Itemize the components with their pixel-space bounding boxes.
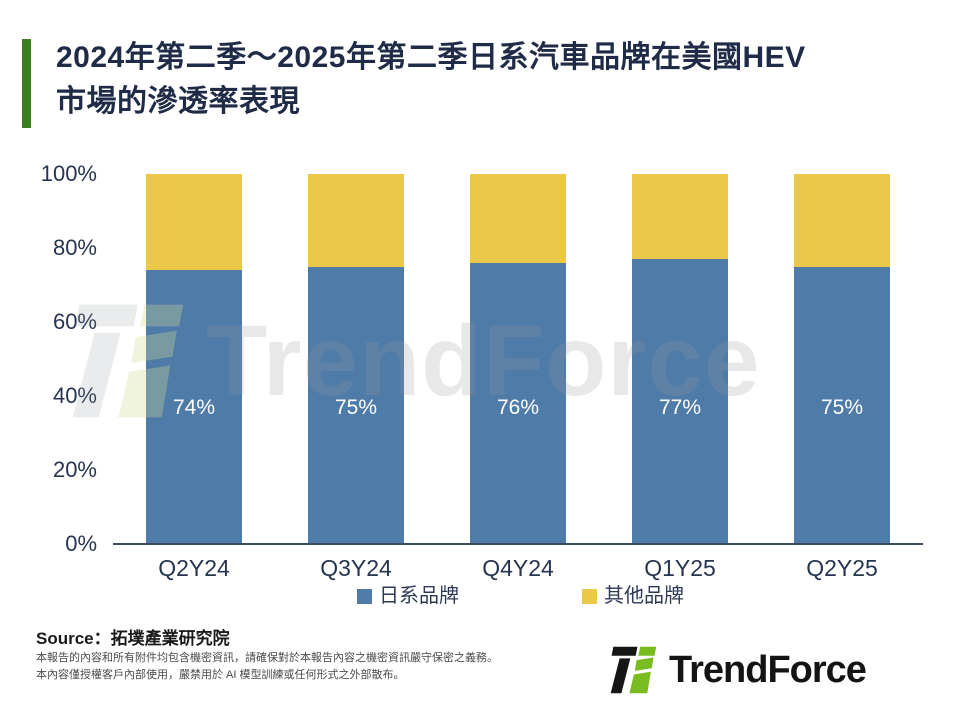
bar-q2y25: 75% — [794, 174, 890, 544]
bar-q1y25: 77% — [632, 174, 728, 544]
disclaimer-line1: 本報告的內容和所有附件均包含機密資訊，請確保對於本報告內容之機密資訊嚴守保密之義… — [36, 652, 498, 664]
legend-label: 其他品牌 — [604, 585, 684, 607]
trendforce-logo: TrendForce — [606, 644, 867, 696]
x-axis-line — [113, 543, 923, 545]
segment-japanese-brands — [146, 270, 242, 544]
segment-other-brands — [632, 174, 728, 260]
bar-value-label: 75% — [820, 396, 864, 419]
y-tick-label: 80% — [52, 235, 97, 260]
page-title: 2024年第二季～2025年第二季日系汽車品牌在美國HEV 市場的滲透率表現 — [56, 36, 936, 124]
source-line: Source：拓墣產業研究院 — [36, 629, 230, 648]
disclaimer-line2: 本內容僅授權客戶內部使用，嚴禁用於 AI 模型訓練或任何形式之外部散布。 — [36, 669, 405, 681]
y-tick-label: 20% — [52, 457, 97, 482]
segment-other-brands — [470, 174, 566, 263]
legend-swatch — [357, 588, 372, 604]
page-title-line2: 市場的滲透率表現 — [56, 85, 300, 118]
legend-label: 日系品牌 — [379, 585, 459, 607]
trendforce-logo-mark — [610, 646, 657, 694]
bar-value-label: 76% — [496, 396, 540, 419]
bar-value-label: 75% — [334, 396, 378, 419]
bar-q2y24: 74% — [146, 174, 242, 544]
segment-other-brands — [146, 174, 242, 271]
disclaimer: 本報告的內容和所有附件均包含機密資訊，請確保對於本報告內容之機密資訊嚴守保密之義… — [36, 650, 516, 684]
title-accent-bar — [22, 39, 31, 128]
hev-penetration-chart: 0% 20% 40% 60% 80% 100% 74% 75% 76% 77% 75% Q2Y24… — [0, 150, 960, 620]
bar-q4y24: 76% — [470, 174, 566, 544]
legend-swatch — [582, 588, 597, 604]
segment-other-brands — [308, 174, 404, 267]
x-tick-label-q4y24: Q4Y24 — [482, 555, 554, 581]
x-tick-label-q2y25: Q2Y25 — [806, 555, 878, 581]
legend-item-japanese-brands: 日系品牌 — [357, 585, 459, 607]
bar-value-label: 74% — [172, 396, 216, 419]
bar-q3y24: 75% — [308, 174, 404, 544]
trendforce-logo-text: TrendForce — [669, 649, 867, 691]
y-tick-label: 60% — [52, 309, 97, 334]
y-tick-label: 0% — [65, 531, 97, 556]
x-tick-label-q2y24: Q2Y24 — [158, 555, 230, 581]
y-tick-label: 40% — [52, 383, 97, 408]
segment-other-brands — [794, 174, 890, 267]
segment-japanese-brands — [308, 266, 404, 544]
legend-item-other-brands: 其他品牌 — [582, 585, 684, 607]
segment-japanese-brands — [470, 262, 566, 544]
segment-japanese-brands — [794, 266, 890, 544]
x-tick-label-q1y25: Q1Y25 — [644, 555, 716, 581]
page-title-line1: 2024年第二季～2025年第二季日系汽車品牌在美國HEV — [56, 41, 806, 74]
bar-value-label: 77% — [658, 396, 702, 419]
y-tick-label: 100% — [40, 161, 97, 186]
x-tick-label-q3y24: Q3Y24 — [320, 555, 392, 581]
segment-japanese-brands — [632, 259, 728, 544]
